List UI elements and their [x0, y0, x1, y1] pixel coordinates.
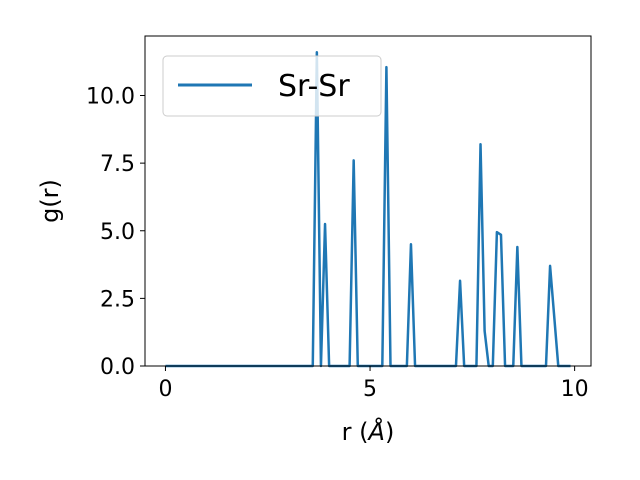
x-tick-label: 10: [561, 377, 589, 402]
y-axis-label: g(r): [36, 179, 64, 223]
legend-box: [162, 55, 382, 117]
axes-frame: [144, 35, 592, 367]
x-axis-ticks: 0 5 10: [158, 366, 589, 402]
legend-label: Sr-Sr: [278, 69, 350, 104]
y-tick-label: 2.5: [100, 287, 135, 312]
x-axis-label: r (Å): [342, 417, 395, 446]
y-axis-ticks: 0.0 2.5 5.0 7.5 10.0: [86, 85, 145, 380]
y-tick-label: 0.0: [100, 355, 135, 380]
legend: Sr-Sr: [162, 55, 382, 117]
x-tick-label: 0: [158, 377, 172, 402]
y-tick-label: 5.0: [100, 220, 135, 245]
y-tick-label: 7.5: [100, 152, 135, 177]
x-tick-label: 5: [363, 377, 377, 402]
y-tick-label: 10.0: [86, 85, 135, 110]
